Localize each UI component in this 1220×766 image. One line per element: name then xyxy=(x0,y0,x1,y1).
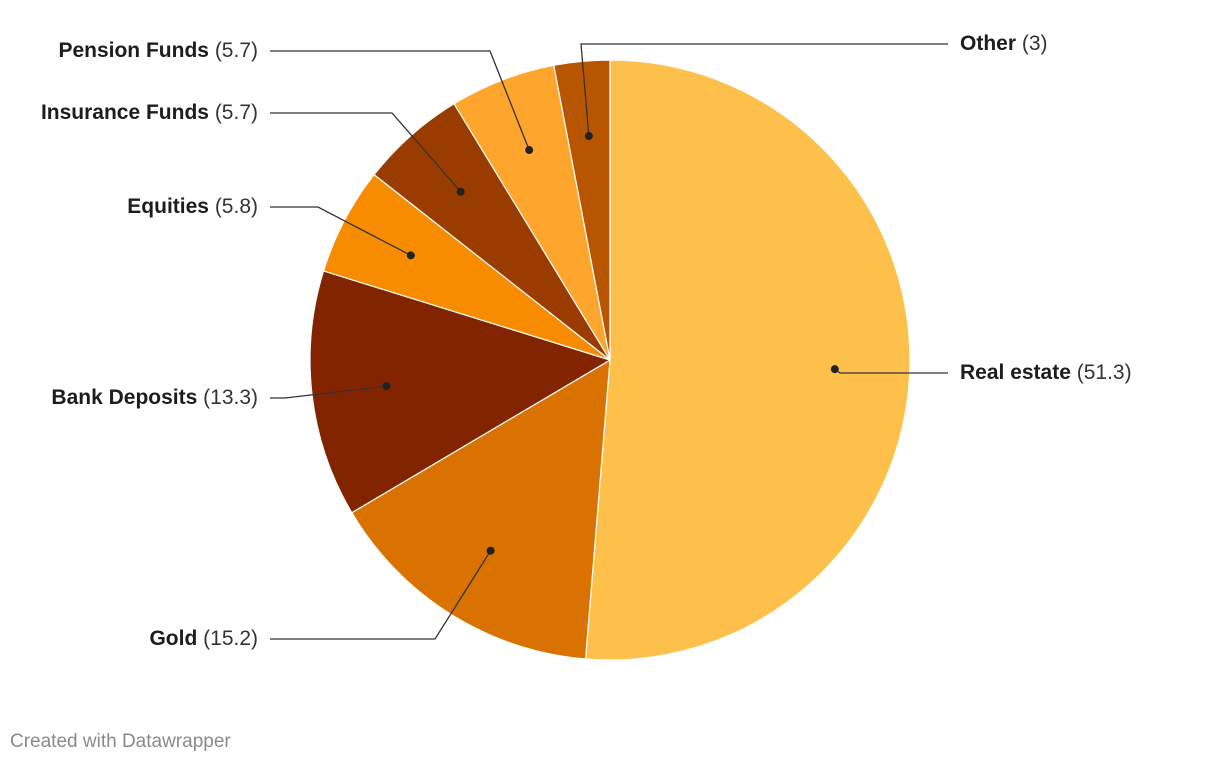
slice-label: Pension Funds (5.7) xyxy=(58,39,258,62)
leader-dot xyxy=(584,131,593,140)
credit: Created with Datawrapper xyxy=(10,731,231,752)
leader-dot xyxy=(486,546,495,555)
slice-value: (5.8) xyxy=(215,195,258,218)
slice-value: (15.2) xyxy=(203,627,258,650)
slice-label: Real estate (51.3) xyxy=(960,361,1132,384)
leader-dot xyxy=(456,187,465,196)
slice-label: Insurance Funds (5.7) xyxy=(41,101,258,124)
slice-label: Gold (15.2) xyxy=(149,627,258,650)
slice-label: Other (3) xyxy=(960,32,1048,55)
slice-value: (13.3) xyxy=(203,386,258,409)
slice-value: (5.7) xyxy=(215,39,258,62)
slice-value: (5.7) xyxy=(215,101,258,124)
leader-line xyxy=(270,550,492,640)
leader-line xyxy=(270,385,387,399)
slice-name: Gold xyxy=(149,627,197,650)
slice-label: Bank Deposits (13.3) xyxy=(51,386,258,409)
slice-name: Equities xyxy=(127,195,209,218)
slice-name: Other xyxy=(960,32,1016,55)
pie-slice xyxy=(553,59,611,361)
leader-dot xyxy=(830,365,839,374)
slice-name: Pension Funds xyxy=(58,39,209,62)
leader-line xyxy=(270,50,530,151)
leader-line xyxy=(270,206,412,256)
leader-dot xyxy=(525,146,534,155)
pie xyxy=(309,59,911,661)
pie-slice xyxy=(584,59,911,661)
leader-line xyxy=(580,43,948,137)
slice-value: (3) xyxy=(1022,32,1048,55)
leader-line xyxy=(270,112,462,193)
slice-name: Bank Deposits xyxy=(51,386,197,409)
slice-value: (51.3) xyxy=(1077,361,1132,384)
slice-name: Real estate xyxy=(960,361,1071,384)
leader-dot xyxy=(382,382,391,391)
leader-dot xyxy=(406,251,415,260)
slice-name: Insurance Funds xyxy=(41,101,209,124)
labels: Real estate (51.3) Gold (15.2) Bank Deposi… xyxy=(41,32,1132,650)
slice-label: Equities (5.8) xyxy=(127,195,258,218)
